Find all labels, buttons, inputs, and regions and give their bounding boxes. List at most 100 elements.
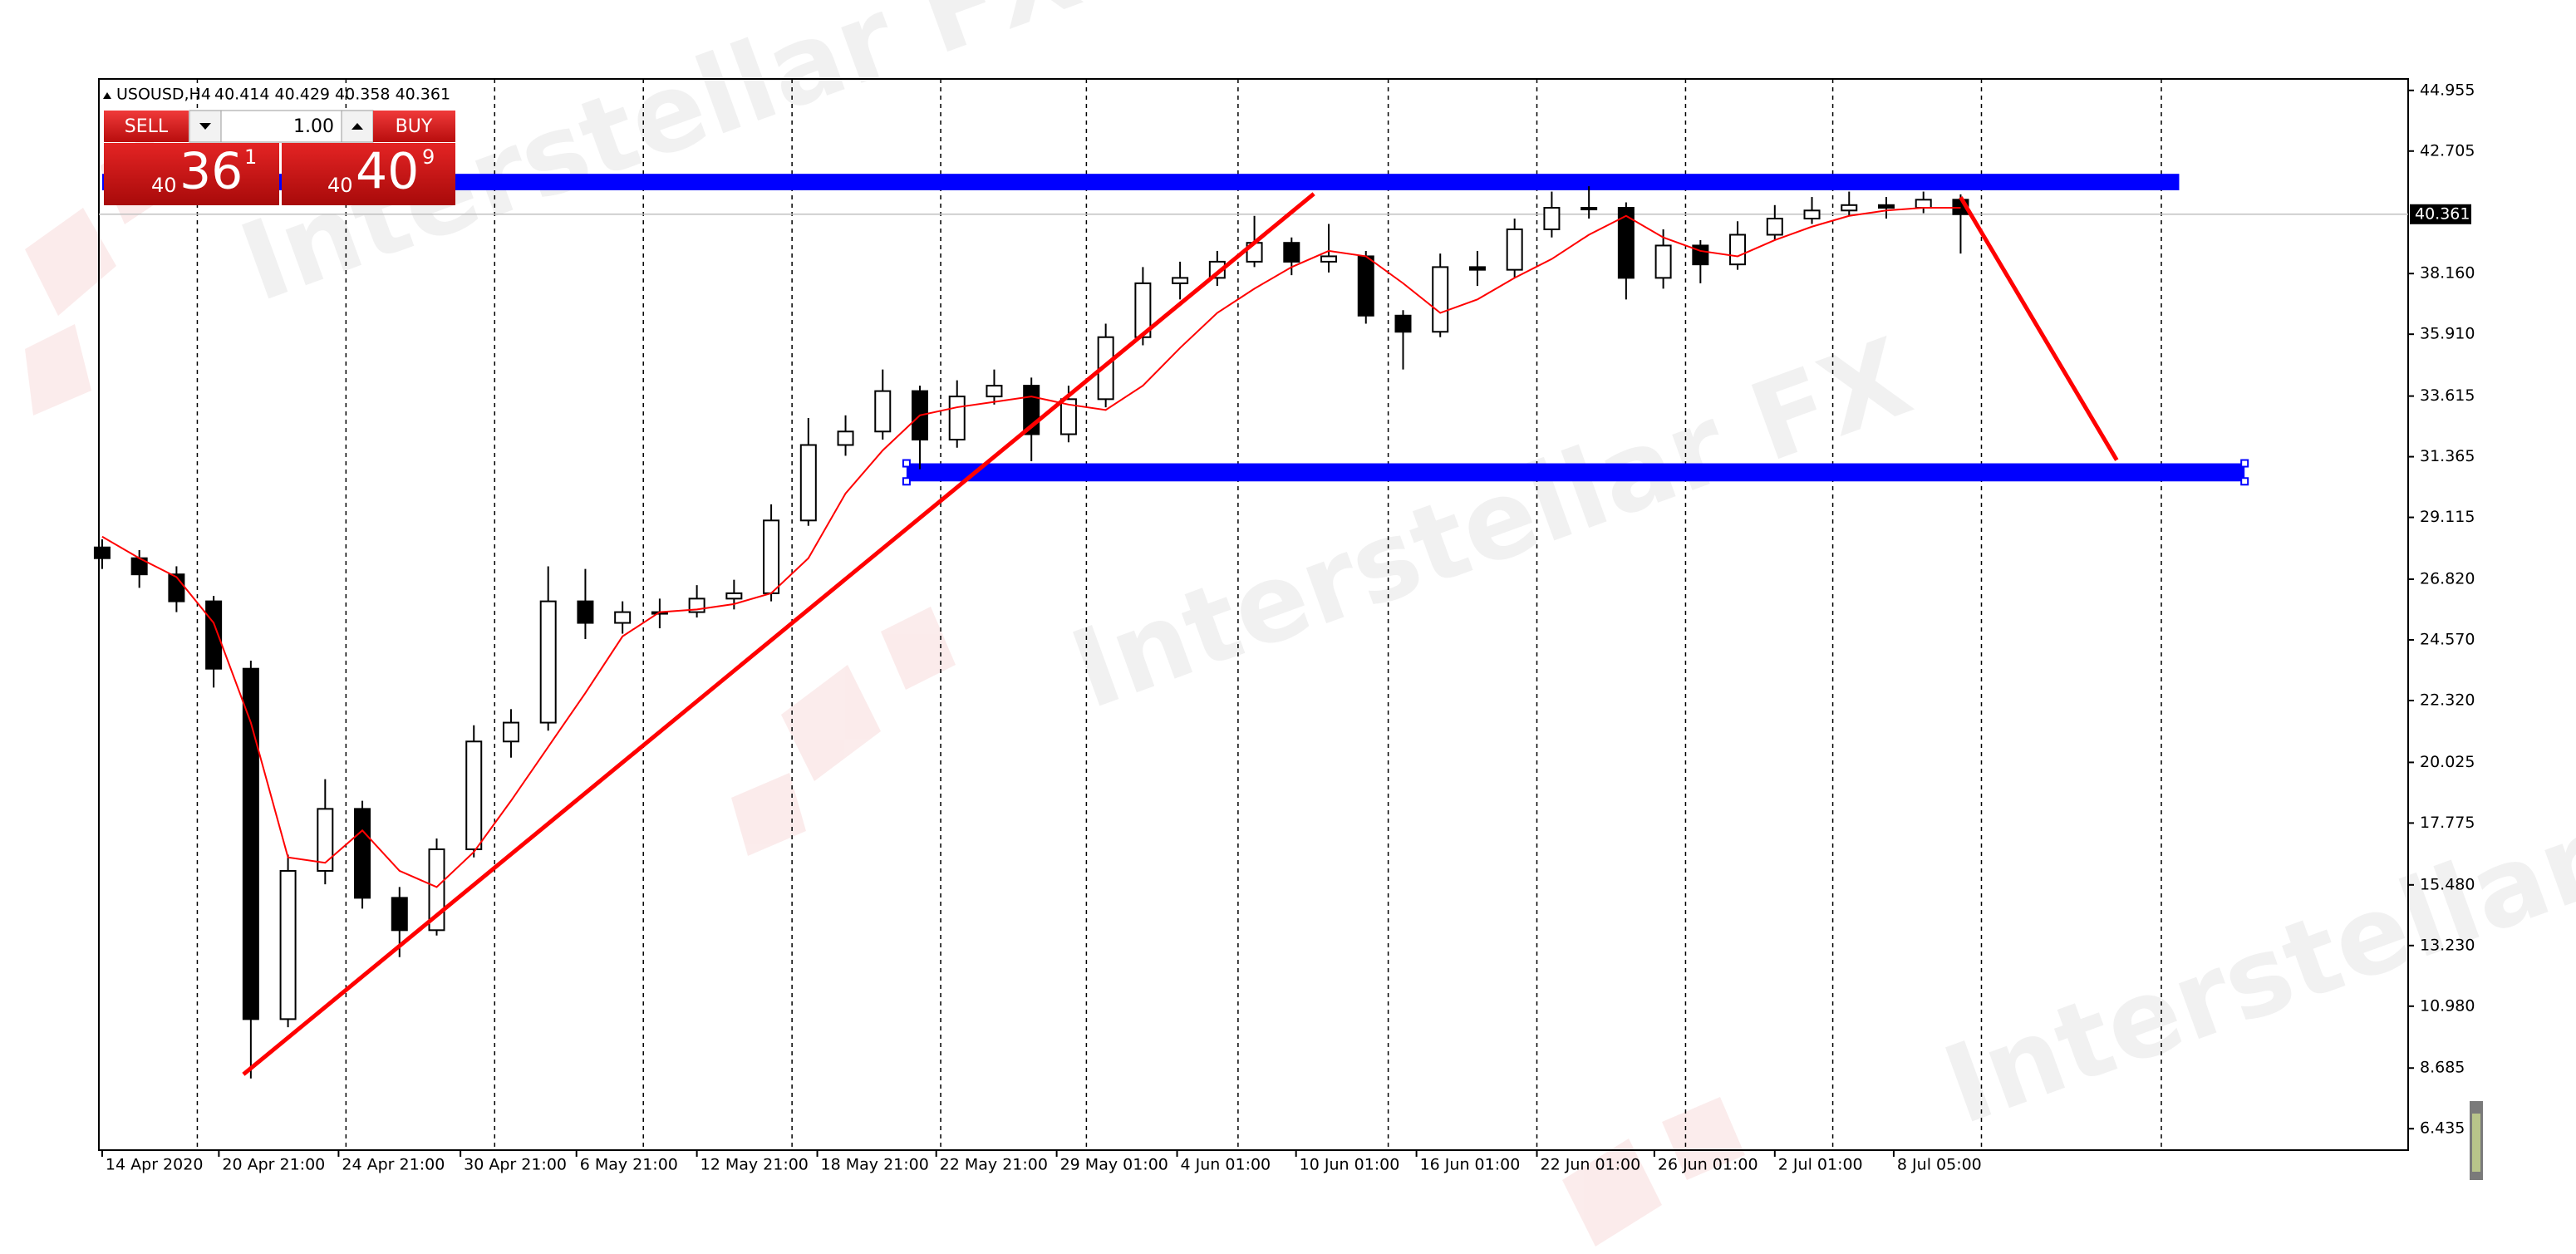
candle-body	[391, 897, 408, 932]
sell-price-small: 1	[244, 145, 257, 169]
candle-body	[317, 808, 334, 872]
x-tick-label: 18 May 21:00	[821, 1156, 929, 1174]
y-tick-label: 38.160	[2420, 264, 2475, 283]
candle-body	[1654, 244, 1672, 279]
candle-body	[1543, 207, 1561, 230]
buy-price-big: 40	[327, 174, 353, 197]
up-arrow	[351, 123, 363, 130]
candle-body	[837, 430, 854, 446]
candle-body	[799, 444, 817, 522]
candle-body	[168, 573, 185, 602]
candle-body	[1803, 209, 1821, 220]
candle-body	[1468, 266, 1486, 271]
candle-body	[1172, 277, 1189, 284]
x-tick-label: 4 Jun 01:00	[1181, 1156, 1271, 1174]
last-price-tag	[2410, 204, 2471, 224]
candle-body	[279, 869, 297, 1020]
candle-body	[1134, 282, 1152, 338]
candle-body	[874, 390, 892, 433]
y-tick-label: 31.365	[2420, 447, 2475, 465]
candle-body	[502, 721, 519, 743]
x-tick-label: 22 Jun 01:00	[1541, 1156, 1641, 1174]
candle-body	[1394, 314, 1412, 333]
x-tick-label: 2 Jul 01:00	[1778, 1156, 1863, 1174]
y-tick-label: 44.955	[2420, 81, 2475, 99]
zone-handle	[2240, 459, 2249, 468]
candle-body	[986, 385, 1003, 398]
candle-body	[465, 740, 483, 851]
y-tick-label: 33.615	[2420, 386, 2475, 405]
sell-button[interactable]	[104, 111, 189, 142]
buy-price-box[interactable]	[282, 143, 455, 205]
y-tick-label: 6.435	[2420, 1119, 2465, 1138]
symbol: USOUSD,H4	[116, 86, 211, 104]
x-tick-label: 30 Apr 21:00	[464, 1156, 567, 1174]
candle-body	[614, 611, 632, 624]
zone	[906, 463, 2245, 482]
x-tick-label: 8 Jul 05:00	[1897, 1156, 1982, 1174]
y-tick-label: 35.910	[2420, 325, 2475, 343]
x-tick-label: 20 Apr 21:00	[222, 1156, 325, 1174]
sell-price-big: 40	[151, 174, 177, 197]
y-tick-label: 8.685	[2420, 1059, 2465, 1077]
moving-average	[101, 207, 1961, 888]
watermark: Interstellar FX	[1056, 314, 1925, 734]
y-tick-label: 15.480	[2420, 875, 2475, 893]
x-tick-label: 12 May 21:00	[701, 1156, 809, 1174]
candle-body	[1841, 204, 1858, 212]
y-tick-label: 24.570	[2420, 630, 2475, 648]
candle-body	[1097, 336, 1114, 401]
x-tick-label: 10 Jun 01:00	[1300, 1156, 1400, 1174]
sell-label: SELL	[125, 116, 169, 137]
candle-body	[242, 667, 259, 1020]
candle-body	[539, 600, 557, 724]
collapse-icon[interactable]	[103, 92, 111, 99]
candle-body	[1432, 266, 1449, 333]
zone	[101, 174, 2180, 190]
candle-body	[1320, 255, 1338, 263]
sell-price-main: 36	[179, 143, 243, 201]
candle-body	[1283, 242, 1300, 263]
x-tick-label: 29 May 01:00	[1060, 1156, 1168, 1174]
y-tick-label: 29.115	[2420, 508, 2475, 526]
ohlc-text: 40.414 40.429 40.358 40.361	[214, 86, 450, 104]
zone-handle	[902, 477, 911, 486]
trade-panel: SELL 1.00 BUY 40 36 1 40 40 9	[104, 110, 455, 205]
volume-meter	[2470, 1101, 2483, 1180]
sell-price-box[interactable]	[104, 143, 279, 205]
y-tick-label: 20.025	[2420, 753, 2475, 771]
candle-body	[1581, 207, 1598, 211]
trendline	[242, 192, 1315, 1076]
x-tick-label: 26 Jun 01:00	[1658, 1156, 1758, 1174]
y-tick-label: 42.705	[2420, 141, 2475, 160]
y-tick-label: 17.775	[2420, 814, 2475, 832]
trendline	[1959, 196, 2119, 461]
buy-price-main: 40	[356, 143, 419, 201]
buy-price-small: 9	[422, 145, 435, 169]
plot-frame	[98, 78, 2409, 1151]
candle-body	[1729, 234, 1747, 266]
volume-input[interactable]	[220, 110, 342, 143]
candle-body	[763, 519, 780, 594]
buy-button[interactable]	[373, 111, 455, 142]
volume-value: 1.00	[293, 116, 334, 137]
y-tick-label: 22.320	[2420, 691, 2475, 709]
candle-body	[1059, 398, 1077, 435]
zone-handle	[902, 459, 911, 468]
x-tick-label: 14 Apr 2020	[106, 1156, 203, 1174]
candle-body	[948, 396, 966, 440]
candle-body	[1617, 207, 1635, 279]
watermark: Interstellar FX	[1929, 730, 2576, 1149]
x-tick-label: 24 Apr 21:00	[342, 1156, 445, 1174]
down-arrow	[199, 123, 211, 130]
x-tick-label: 22 May 21:00	[940, 1156, 1048, 1174]
candle-body	[93, 546, 111, 559]
x-tick-label: 6 May 21:00	[580, 1156, 678, 1174]
zone-handle	[2240, 477, 2249, 486]
plot-area	[93, 79, 2408, 1150]
candle-body	[1506, 228, 1523, 271]
candle-body	[1877, 204, 1895, 209]
y-tick-label: 10.980	[2420, 996, 2475, 1015]
